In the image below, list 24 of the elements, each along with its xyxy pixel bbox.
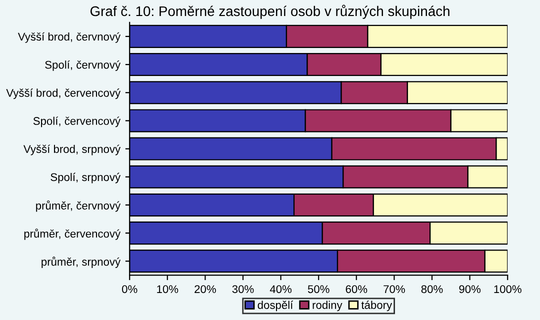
legend-label: dospělí [258,300,294,312]
x-tick-label: 50% [308,285,330,294]
y-tick-label: průměr, srpnový [42,256,121,268]
y-tick-label: Vyšší brod, srpnový [23,144,121,156]
y-tick-label: Spolí, srpnový [50,172,121,184]
y-tick-label: Spolí, červnový [45,60,121,71]
x-tick-label: 90% [459,285,481,294]
x-tick-label: 20% [194,285,216,294]
legend-label: rodiny [312,300,342,312]
y-tick-label: průměr, červencový [24,228,121,240]
x-tick-label: 80% [421,285,443,294]
legend-label: tábory [361,300,392,312]
x-tick-label: 100% [494,285,522,294]
y-tick-label: Spolí, červencový [33,116,121,128]
x-tick-label: 30% [232,285,254,294]
x-tick-label: 40% [270,285,292,294]
y-tick-label: Vyšší brod, červnový [18,32,121,43]
x-tick-label: 60% [346,285,368,294]
x-tick-label: 0% [122,285,138,294]
y-tick-label: průměr, červnový [36,200,121,212]
y-tick-label: Vyšší brod, červencový [6,88,121,100]
x-tick-label: 70% [384,285,405,294]
x-tick-label: 10% [157,285,178,294]
chart-title: Graf č. 10: Poměrné zastoupení osob v různých skupinách [90,4,450,19]
